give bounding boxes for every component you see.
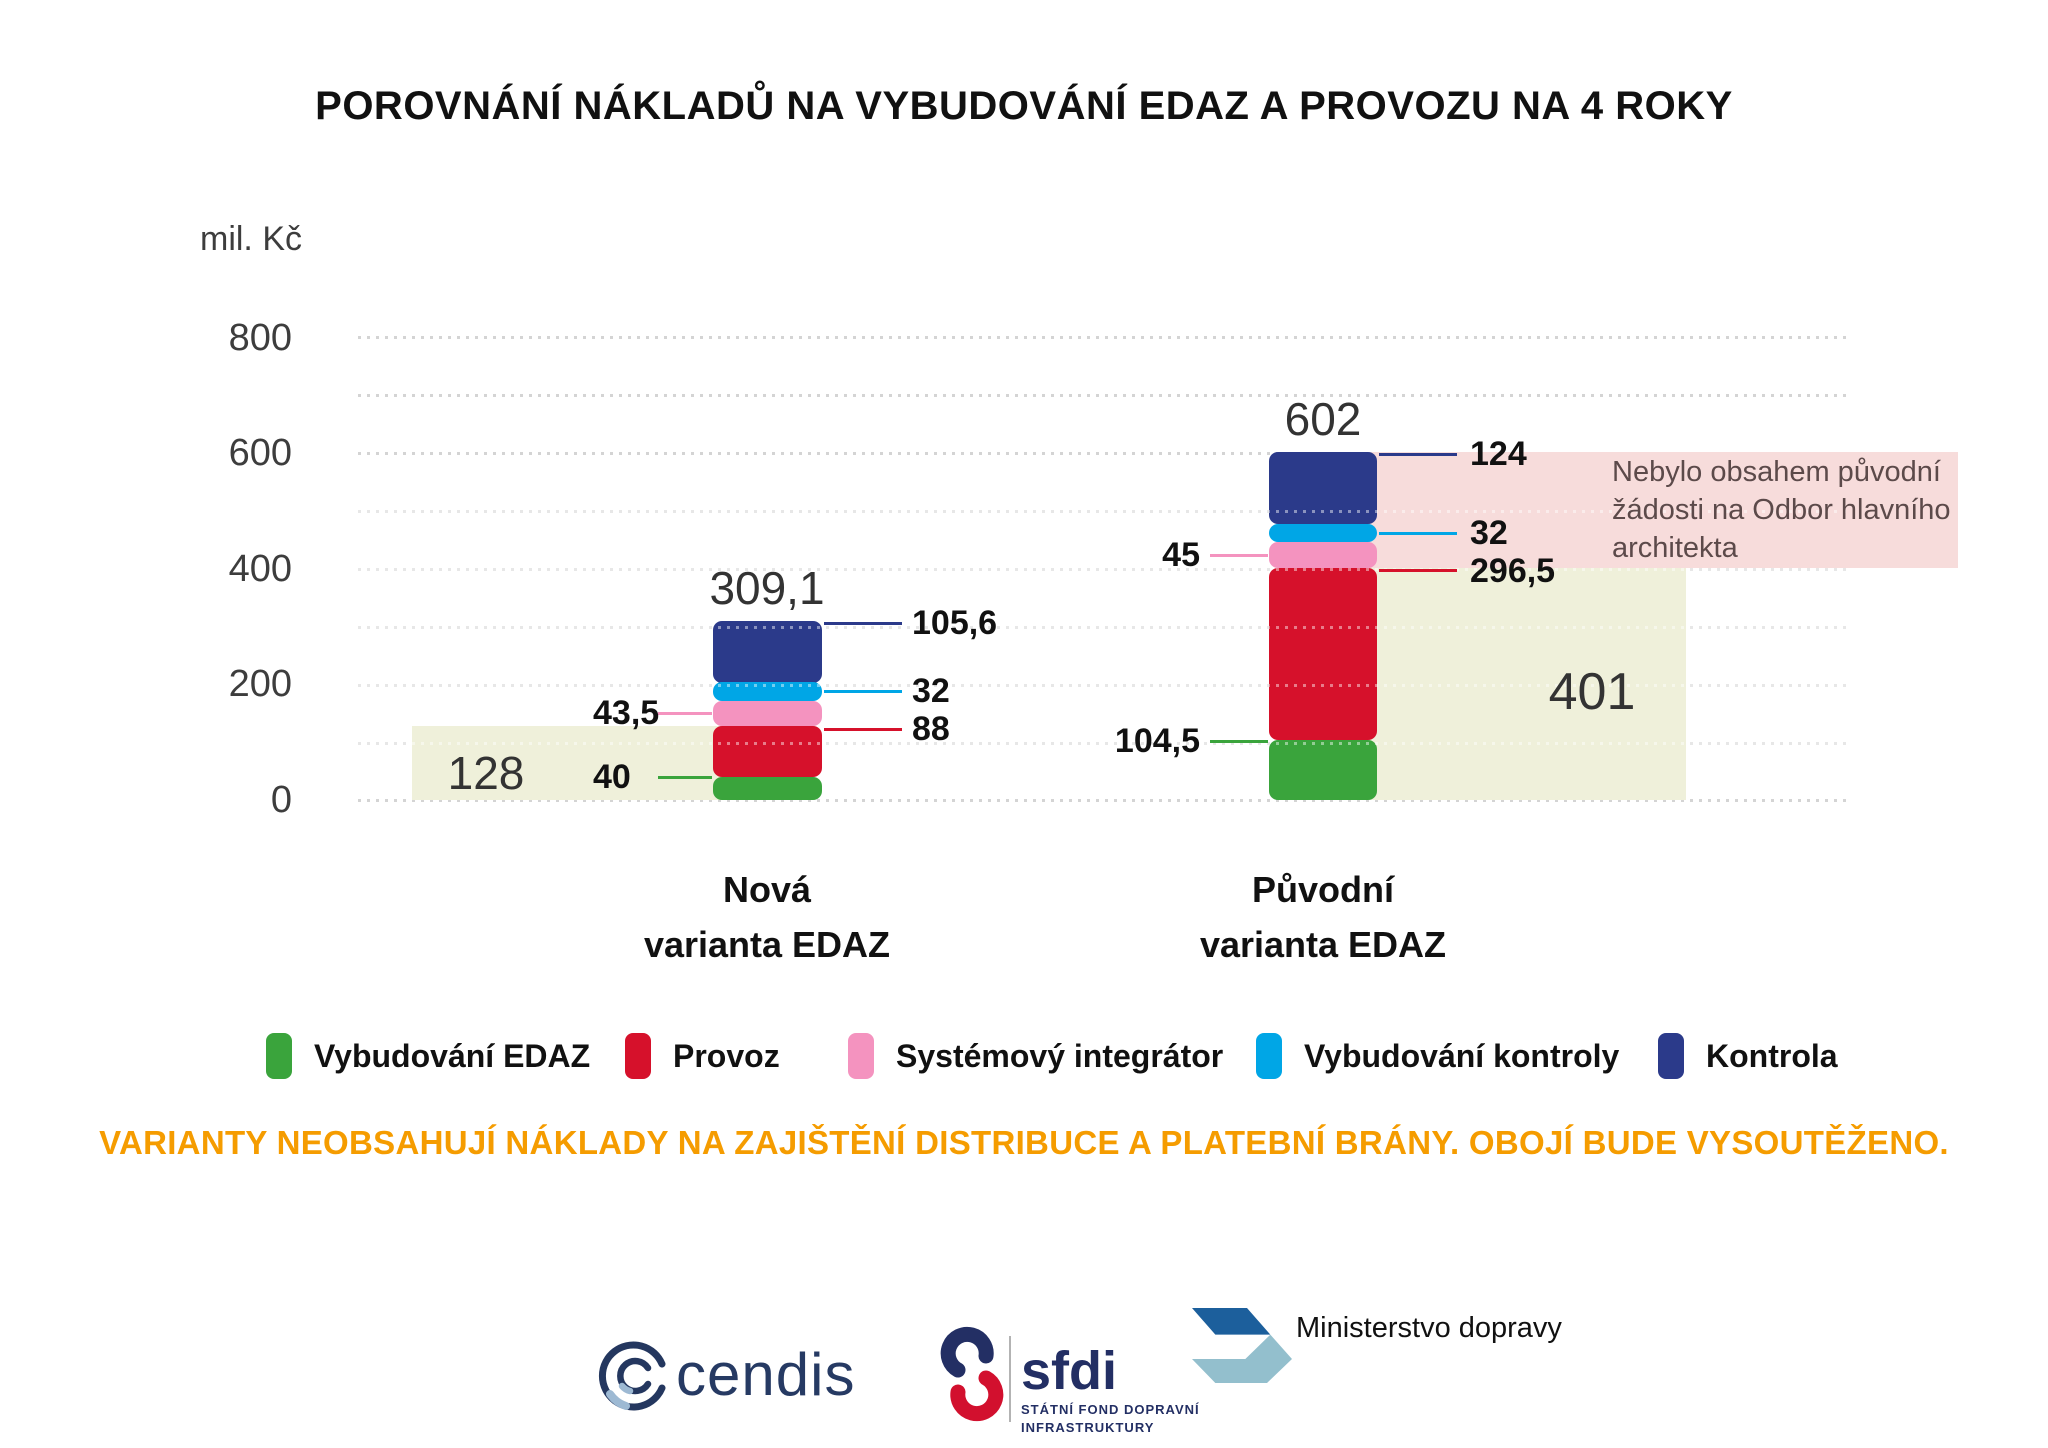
sfdi-logo-subtext-line2: INFRASTRUKTURY xyxy=(1021,1420,1155,1435)
label-puvodni-vybudovani-kontroly: 32 xyxy=(1470,514,1508,552)
gridline-200 xyxy=(358,684,1852,687)
legend-swatch-vybudovani-kontroly xyxy=(1256,1033,1282,1079)
base-region-nova-128 xyxy=(412,726,768,800)
bar-nova-segment-vybudovani-kontroly xyxy=(713,682,822,701)
label-puvodni-vybudovani: 104,5 xyxy=(1114,722,1200,760)
note-text-line2: žádosti na Odbor hlavního xyxy=(1612,494,1951,526)
bar-nova-segment-kontrola xyxy=(713,621,822,683)
legend-label-provoz: Provoz xyxy=(673,1038,780,1074)
sfdi-logo-subtext-line1: STÁTNÍ FOND DOPRAVNÍ xyxy=(1021,1402,1200,1417)
bar-nova-segment-integrator xyxy=(713,701,822,726)
label-nova-vybudovani: 40 xyxy=(593,758,631,796)
base-region-value-nova: 128 xyxy=(447,747,525,799)
bar-puvodni-total: 602 xyxy=(1284,393,1362,445)
bar-nova-segment-provoz xyxy=(713,726,822,777)
label-nova-provoz: 88 xyxy=(912,710,950,748)
bar-puvodni-segment-vybudovani xyxy=(1269,740,1377,800)
gridline-600 xyxy=(358,452,1852,455)
x-category-puvodni-line1: Původní xyxy=(1252,869,1394,910)
note-text-line3: architekta xyxy=(1612,532,1738,564)
label-nova-vybudovani-kontroly: 32 xyxy=(912,672,950,710)
gridline-overlay-400 xyxy=(358,568,1852,571)
leader-line-nova-provoz xyxy=(824,728,902,731)
ministry-logo-wordmark: Ministerstvo dopravy xyxy=(1296,1312,1562,1344)
gridline-500 xyxy=(358,510,1852,513)
note-text: Nebylo obsahem původní žádosti na Odbor … xyxy=(1612,453,1951,567)
leader-line-nova-vybudovani-kontroly xyxy=(824,690,902,693)
note-text-line1: Nebylo obsahem původní xyxy=(1612,456,1941,488)
legend-swatch-kontrola xyxy=(1658,1033,1684,1079)
y-tick-800: 800 xyxy=(228,317,292,359)
ministry-logo-icon xyxy=(1192,1308,1292,1383)
label-puvodni-provoz: 296,5 xyxy=(1470,552,1556,590)
y-tick-200: 200 xyxy=(228,663,292,705)
legend-label-systemovy-integrator: Systémový integrátor xyxy=(896,1038,1224,1074)
leader-line-puvodni-provoz xyxy=(1379,569,1457,572)
label-puvodni-integrator: 45 xyxy=(1162,536,1200,574)
base-region-puvodni-401 xyxy=(1322,568,1686,800)
gridline-300 xyxy=(358,626,1852,629)
gridline-overlay-500 xyxy=(358,510,1852,513)
note-region xyxy=(1322,452,1958,568)
leader-line-puvodni-vybudovani-kontroly xyxy=(1379,532,1457,535)
bar-puvodni-segment-integrator xyxy=(1269,542,1377,568)
cendis-logo-wordmark: cendis xyxy=(676,1341,856,1408)
legend-label-vybudovani-kontroly: Vybudování kontroly xyxy=(1304,1038,1620,1074)
leader-line-nova-kontrola xyxy=(824,622,902,625)
label-nova-integrator: 43,5 xyxy=(593,694,660,732)
leader-line-nova-vybudovani xyxy=(658,776,712,779)
gridline-overlay-100 xyxy=(358,742,1852,745)
x-category-nova-line1: Nová xyxy=(722,869,812,910)
y-tick-0: 0 xyxy=(270,779,292,821)
x-category-puvodni: Původní varianta EDAZ xyxy=(1173,862,1473,972)
gridline-overlay-200 xyxy=(358,684,1852,687)
sfdi-logo-icon xyxy=(940,1326,1004,1422)
bar-puvodni-segment-kontrola xyxy=(1269,452,1377,524)
legend-swatch-provoz xyxy=(625,1033,651,1079)
gridline-700 xyxy=(358,394,1852,397)
label-nova-kontrola: 105,6 xyxy=(912,604,998,642)
sfdi-logo-wordmark: sfdi xyxy=(1021,1341,1118,1401)
bar-puvodni-segment-vybudovani-kontroly xyxy=(1269,524,1377,542)
legend-swatch-vybudovani-edaz xyxy=(266,1033,292,1079)
cendis-logo-icon xyxy=(599,1341,666,1411)
x-category-puvodni-line2: varianta EDAZ xyxy=(1199,924,1447,965)
base-region-value-puvodni: 401 xyxy=(1548,663,1636,721)
gridline-100 xyxy=(358,742,1852,745)
x-category-nova-line2: varianta EDAZ xyxy=(643,924,891,965)
leader-line-nova-integrator xyxy=(658,712,712,715)
leader-line-puvodni-integrator xyxy=(1210,554,1268,557)
gridline-800 xyxy=(358,336,1852,339)
y-axis-unit-label: mil. Kč xyxy=(200,220,302,258)
sfdi-logo-divider xyxy=(1009,1336,1011,1422)
leader-line-puvodni-kontrola xyxy=(1379,453,1457,456)
bar-nova-segment-vybudovani xyxy=(713,777,822,800)
y-tick-400: 400 xyxy=(228,548,292,590)
label-puvodni-kontrola: 124 xyxy=(1470,435,1527,473)
page-title: POROVNÁNÍ NÁKLADŮ NA VYBUDOVÁNÍ EDAZ A P… xyxy=(315,84,1733,128)
legend-label-kontrola: Kontrola xyxy=(1706,1038,1838,1074)
leader-line-puvodni-vybudovani xyxy=(1210,740,1268,743)
bar-nova-total: 309,1 xyxy=(709,562,825,614)
gridline-0 xyxy=(358,799,1852,802)
y-tick-600: 600 xyxy=(228,432,292,474)
legend-label-vybudovani-edaz: Vybudování EDAZ xyxy=(314,1038,591,1074)
bar-puvodni-segment-provoz xyxy=(1269,568,1377,740)
legend-swatch-systemovy-integrator xyxy=(848,1033,874,1079)
gridline-overlay-300 xyxy=(358,626,1852,629)
footnote-note: VARIANTY NEOBSAHUJÍ NÁKLADY NA ZAJIŠTĚNÍ… xyxy=(99,1124,1949,1161)
x-category-nova: Nová varianta EDAZ xyxy=(617,862,917,972)
gridline-400 xyxy=(358,568,1852,571)
